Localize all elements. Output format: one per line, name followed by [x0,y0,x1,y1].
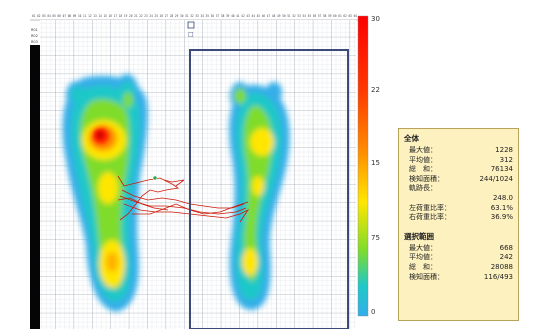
pressure-map: 01 02 03 04 05 06 07 08 09 10 11 12 13 1… [30,14,380,329]
row-label-strip [30,45,40,329]
colorbar-tick-750: 750 [371,234,380,242]
row-label-1: R01 [31,28,38,32]
column-numbers: 01 02 03 04 05 06 07 08 09 10 11 12 13 1… [32,14,357,18]
stat-row-max: 最大値： 1228 [409,146,513,154]
stat-row-area: 検知面積： 244/1024 [409,174,513,183]
left-foot-heatmap [62,74,148,313]
colorbar-tick-1500: 1500 [371,159,380,167]
colorbar [357,15,369,317]
sel-row-mean: 平均値： 242 [409,253,513,262]
stat-row-trajectory-value: 248.0 [492,193,513,202]
stat-row-sum: 総 和： 76134 [409,165,513,174]
colorbar-tick-0: 0 [371,308,375,316]
selection-heading: 選択範囲 [404,231,434,241]
trajectory-marker [152,175,158,181]
row-label-3: R03 [31,40,38,44]
stat-row-right-ratio: 右荷重比率： 36.9% [409,213,513,222]
right-foot-heatmap [229,82,290,310]
sel-row-sum: 総 和： 28088 [409,262,513,271]
selection-rectangle[interactable] [189,49,349,329]
sel-row-area: 検知面積： 116/493 [409,272,513,281]
overall-heading: 全体 [404,134,419,143]
statistics-panel: 全体 最大値： 1228 平均値： 312 総 和： 76134 検知面積： 244/1… [398,128,519,321]
stat-row-left-ratio: 左荷重比率： 63.1% [409,203,513,212]
colorbar-tick-3000: 3000 [371,15,380,23]
sel-row-max: 最大値： 668 [409,243,513,252]
colorbar-tick-2250: 2250 [371,86,380,94]
row-label-2: R02 [31,34,38,38]
stat-row-mean: 平均値： 312 [409,155,513,164]
selection-marker[interactable]: □ [188,31,194,38]
stat-row-trajectory: 軌跡長： [409,184,437,193]
